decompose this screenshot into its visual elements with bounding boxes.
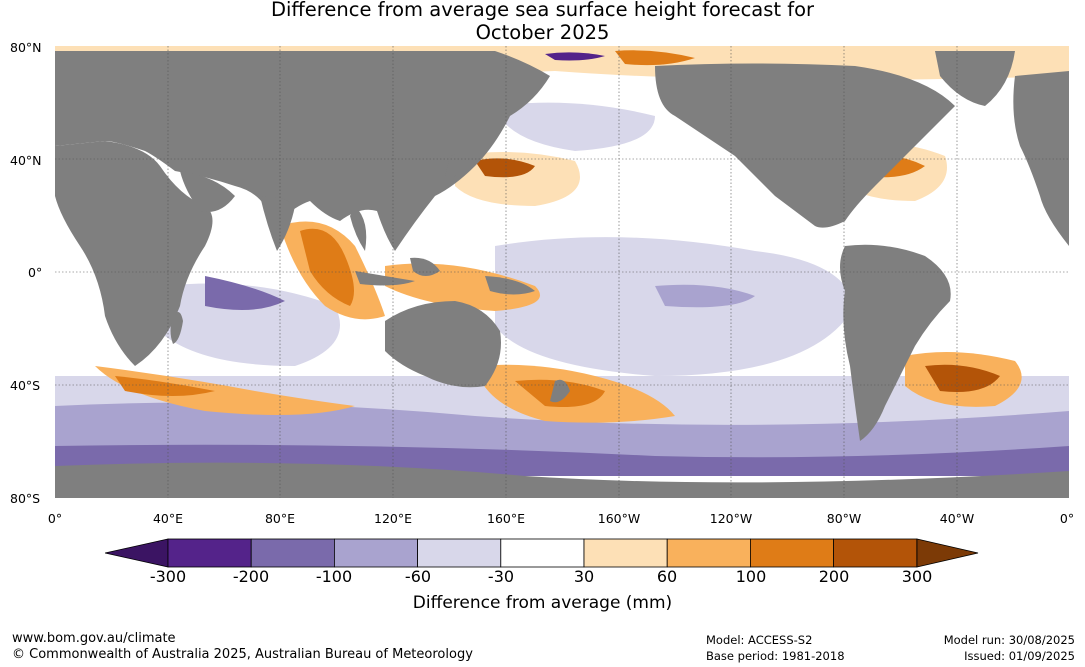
legend-colour-box: [583, 538, 668, 568]
legend-title: Difference from average (mm): [412, 593, 673, 613]
footer-model: Model: ACCESS-S2: [706, 633, 813, 647]
landmass-europe-africa-east: [1013, 71, 1069, 246]
anomaly-indian-dark: [205, 276, 285, 310]
anomaly-field: [55, 46, 1069, 476]
lon-label-160e: 160°E: [486, 511, 526, 526]
lon-label-120e: 120°E: [373, 511, 413, 526]
graticule: [55, 46, 1069, 498]
legend-colour-box: [666, 538, 751, 568]
lon-label-0-right: 0°: [1059, 511, 1075, 526]
lat-label-80n: 80°N: [10, 40, 42, 55]
legend-colour-box: [750, 538, 835, 568]
footer-url: www.bom.gov.au/climate: [12, 631, 176, 646]
legend-tick-label: -60: [404, 567, 432, 586]
landmass-japan: [445, 154, 465, 178]
legend-tick-label: 30: [573, 567, 595, 586]
legend-tick-label: 60: [656, 567, 678, 586]
colour-legend: [105, 538, 979, 568]
legend-tick-label: -30: [487, 567, 515, 586]
legend-tick-label: 300: [901, 567, 933, 586]
legend-tick-label: -300: [149, 567, 187, 586]
legend-colour-box: [500, 538, 585, 568]
legend-colour-box: [167, 538, 252, 568]
map-title-line-1: Difference from average sea surface heig…: [270, 0, 815, 21]
landmass-sumatra-java: [355, 271, 415, 286]
anomaly-warm-pool-strong: [300, 228, 354, 306]
lon-label-0-left: 0°: [47, 511, 63, 526]
landmass-madagascar: [170, 312, 183, 344]
anomaly-arctic-negative: [545, 52, 605, 61]
lat-label-80s: 80°S: [10, 491, 41, 506]
landmass-antarctica: [55, 462, 1069, 498]
landmass-south-america: [840, 244, 951, 441]
lon-label-160w: 160°W: [597, 511, 641, 526]
lon-label-80w: 80°W: [826, 511, 862, 526]
legend-colour-box: [250, 538, 335, 568]
footer-copyright: © Commonwealth of Australia 2025, Austra…: [12, 647, 473, 662]
landmass-indochina: [350, 206, 367, 251]
lat-label-40s: 40°S: [10, 378, 41, 393]
landmass-arabia: [180, 171, 235, 212]
legend-arrow-min: [105, 538, 169, 568]
legend-colour-box: [833, 538, 918, 568]
anomaly-arctic-strong: [615, 50, 695, 66]
legend-tick-label: 100: [735, 567, 767, 586]
lon-label-120w: 120°W: [709, 511, 753, 526]
legend-arrow-max: [916, 538, 979, 568]
legend-colour-box: [417, 538, 502, 568]
anomaly-north-pacific-light: [495, 102, 655, 151]
legend-tick-label: -100: [315, 567, 353, 586]
landmass-north-america: [655, 63, 955, 228]
sea-surface-height-map: [55, 46, 1069, 498]
legend-tick-label: -200: [232, 567, 270, 586]
anomaly-south-indian-light: [95, 366, 355, 415]
anomaly-kuroshio-strong: [475, 158, 535, 178]
footer-base-period: Base period: 1981-2018: [706, 649, 845, 663]
landmass-greenland: [935, 51, 1015, 106]
landmass-india: [260, 196, 295, 251]
footer-model-run: Model run: 30/08/2025: [943, 633, 1075, 647]
anomaly-pacific-mid: [655, 284, 755, 308]
anomaly-south-indian-strong: [115, 376, 215, 396]
landmass-borneo: [410, 257, 440, 276]
landmass-australia: [385, 301, 501, 388]
footer-issued: Issued: 01/09/2025: [964, 649, 1075, 663]
landmass-new-guinea: [485, 276, 535, 295]
legend-tick-label: 200: [818, 567, 850, 586]
lon-label-40e: 40°E: [152, 511, 184, 526]
anomaly-south-atlantic-strong: [925, 364, 1000, 392]
lat-label-equator: 0°: [28, 265, 43, 280]
lon-label-40w: 40°W: [939, 511, 975, 526]
lat-label-40n: 40°N: [10, 153, 42, 168]
land: [55, 51, 1069, 498]
landmass-new-zealand: [550, 379, 570, 403]
landmass-eurasia: [55, 51, 550, 251]
legend-colour-box: [333, 538, 418, 568]
map-title-line-2: October 2025: [475, 21, 610, 44]
lon-label-80e: 80°E: [264, 511, 296, 526]
landmass-africa: [55, 141, 213, 366]
